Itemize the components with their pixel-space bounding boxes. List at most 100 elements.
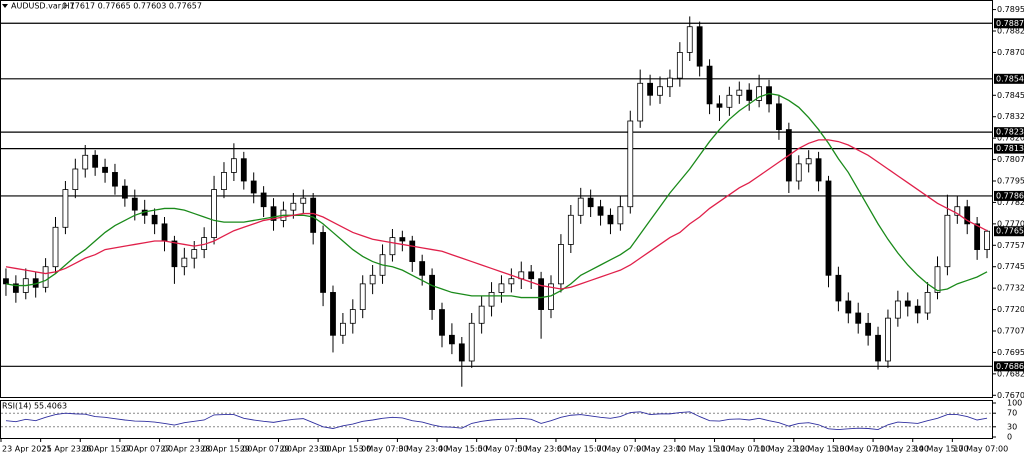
candle-body	[914, 305, 921, 314]
candle-body	[607, 214, 614, 225]
candle-body	[359, 283, 366, 310]
y-tick-label: 0.77075	[997, 327, 1024, 336]
candle-body	[974, 223, 981, 250]
candle-body	[637, 82, 644, 122]
candle-body	[696, 26, 703, 67]
candle-body	[686, 26, 693, 53]
candle-body	[250, 180, 257, 194]
candle-body	[449, 334, 455, 345]
main-panel-border	[0, 0, 993, 398]
symbol-title: AUDUSD.var,H1	[11, 2, 75, 11]
candle-body	[736, 89, 743, 96]
rsi-panel-border	[0, 400, 993, 439]
candle-body	[766, 86, 772, 105]
candle-body	[934, 266, 941, 293]
candle-body	[131, 197, 138, 211]
candle-body	[716, 103, 723, 108]
candle-body	[399, 237, 406, 242]
candle-body	[270, 206, 277, 221]
level-label: 0.78235	[996, 128, 1024, 137]
rsi-label: RSI(14) 55.4063	[2, 402, 67, 411]
x-tick-label: 10 May 15:00	[676, 445, 731, 454]
rsi-tick-label: 30	[1007, 422, 1017, 431]
level-label: 0.77863	[996, 191, 1024, 200]
candle-body	[92, 154, 99, 168]
candle-body	[52, 226, 59, 268]
x-tick-label: 6 May 15:00	[557, 445, 607, 454]
candle-body	[310, 197, 317, 233]
candle-body	[855, 312, 862, 324]
candle-body	[429, 274, 435, 310]
x-tick-label: 5 May 07:00	[478, 445, 528, 454]
candle-body	[964, 206, 971, 225]
x-tick-label: 14 May 15:00	[914, 445, 969, 454]
x-tick-label: 25 Apr 23:00	[42, 445, 94, 454]
y-tick-label: 0.76825	[997, 369, 1024, 378]
candle-body	[488, 292, 495, 307]
candle-body	[627, 120, 634, 208]
candle-body	[300, 197, 307, 204]
candle-body	[478, 305, 485, 324]
y-tick-label: 0.77825	[997, 198, 1024, 207]
candle-body	[230, 158, 237, 173]
x-tick-label: 11 May 07:00	[716, 445, 771, 454]
y-tick-label: 0.77575	[997, 241, 1024, 250]
moving-average	[5, 92, 988, 299]
candle-body	[240, 158, 247, 182]
x-tick-label: 7 May 07:00	[597, 445, 647, 454]
x-tick-label: 13 May 23:00	[874, 445, 929, 454]
candle-body	[805, 158, 812, 165]
y-tick-label: 0.77325	[997, 284, 1024, 293]
quote: 0.77617 0.77665 0.77603 0.77657	[62, 2, 202, 11]
candle-body	[746, 89, 753, 101]
candle-body	[835, 274, 842, 302]
candle-body	[102, 166, 108, 173]
x-tick-label: 30 Apr 15:00	[319, 445, 371, 454]
candle-body	[597, 206, 604, 216]
candle-body	[538, 278, 544, 310]
candle-body	[290, 202, 297, 211]
x-tick-label: 29 Apr 07:00	[240, 445, 292, 454]
candle-body	[904, 300, 911, 307]
level-box	[994, 190, 1024, 201]
x-tick-label: 4 May 15:00	[438, 445, 488, 454]
level-box	[994, 18, 1024, 29]
x-tick-label: 12 May 15:00	[795, 445, 850, 454]
candle-body	[121, 185, 128, 199]
menu-triangle	[2, 4, 8, 8]
y-tick-label: 0.78325	[997, 112, 1024, 121]
candle-body	[954, 206, 961, 216]
candle-body	[795, 163, 802, 182]
x-tick-label: 9 May 23:00	[636, 445, 686, 454]
candle-body	[676, 52, 683, 79]
rsi-tick-label: 0	[1007, 433, 1012, 442]
candle-body	[587, 197, 594, 208]
candle-body	[349, 309, 356, 324]
candle-body	[875, 334, 881, 362]
candle-body	[885, 317, 891, 362]
candle-body	[191, 249, 198, 259]
level-box	[994, 73, 1024, 84]
level-box	[994, 127, 1024, 138]
candle-body	[458, 343, 465, 362]
y-tick-label: 0.78075	[997, 155, 1024, 164]
level-box	[994, 361, 1024, 372]
candle-body	[726, 94, 733, 108]
candle-body	[567, 214, 574, 245]
candle-body	[369, 274, 376, 285]
candle-body	[12, 283, 19, 293]
candle-body	[706, 65, 713, 105]
x-tick-label: 23 Apr 2021	[2, 445, 51, 454]
candle-body	[211, 189, 217, 238]
candle-body	[3, 278, 9, 285]
candle-body	[498, 283, 505, 293]
candle-body	[984, 230, 990, 250]
